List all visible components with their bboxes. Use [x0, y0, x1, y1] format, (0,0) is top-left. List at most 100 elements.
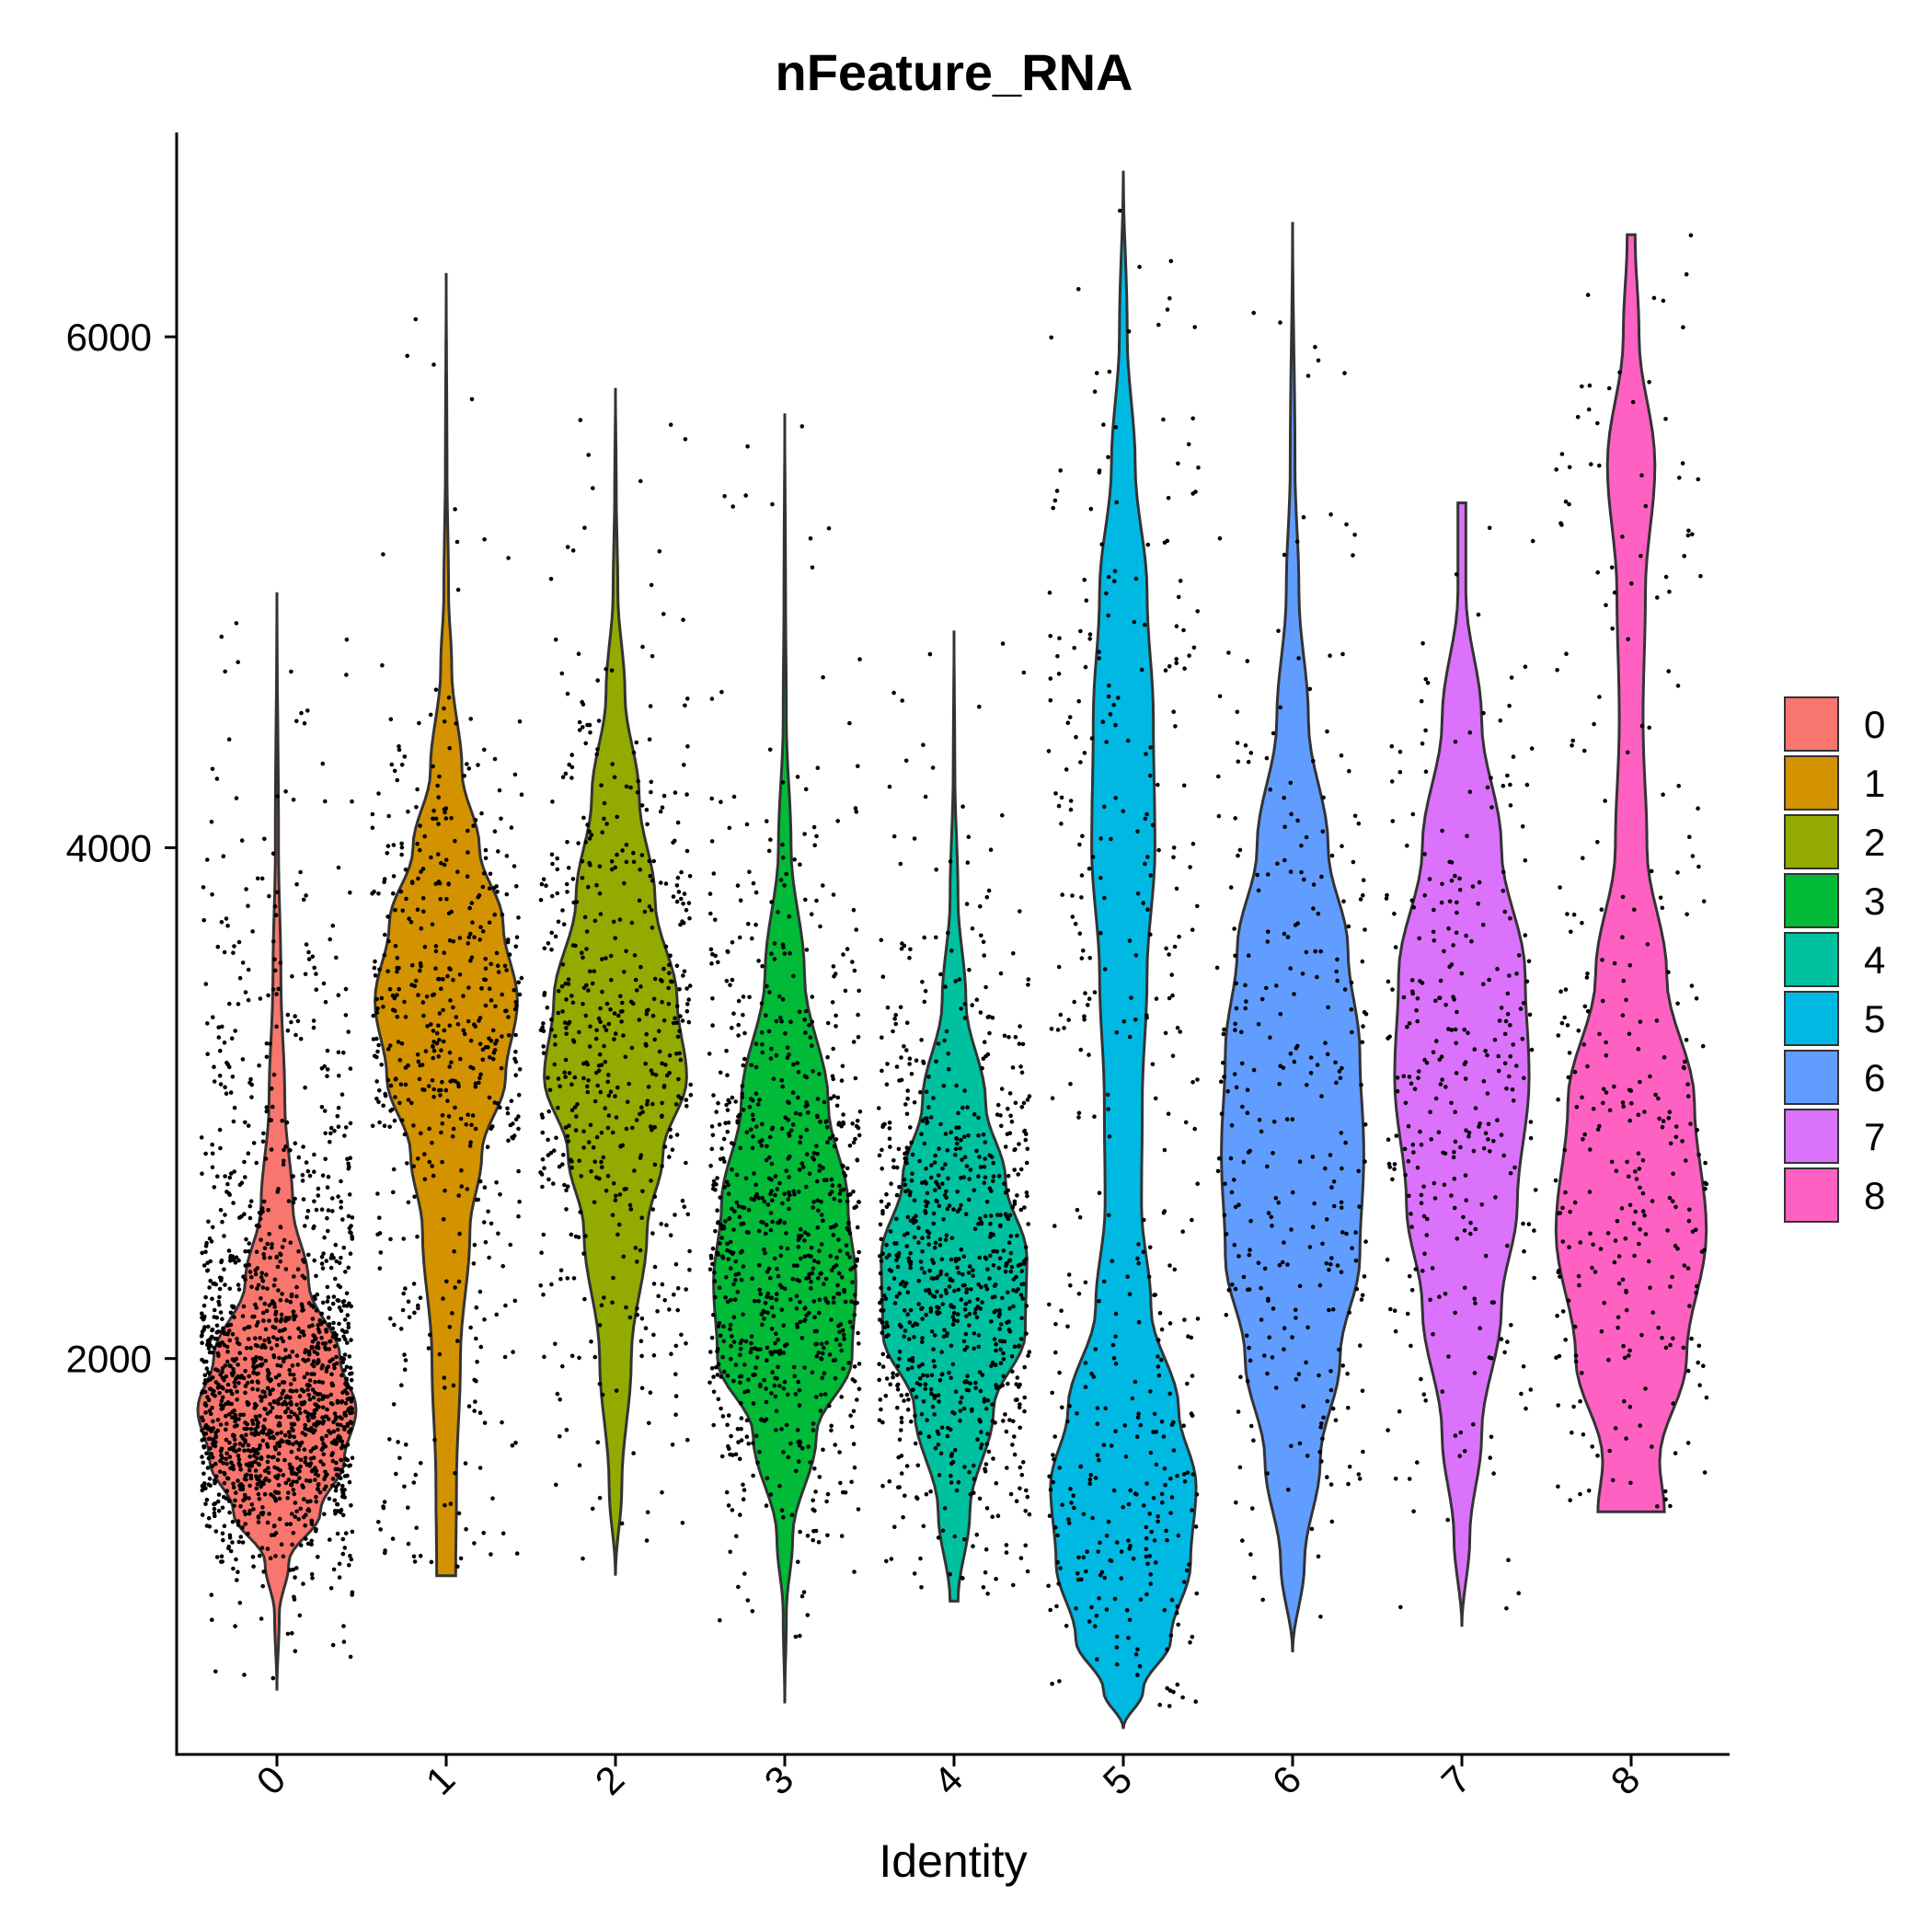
- data-point: [265, 1547, 270, 1551]
- data-point: [221, 1537, 225, 1543]
- data-point: [1066, 1272, 1072, 1277]
- data-point: [206, 1397, 212, 1403]
- data-point: [725, 1374, 730, 1378]
- data-point: [305, 1209, 311, 1213]
- data-point: [949, 1453, 954, 1458]
- data-point: [736, 1114, 741, 1119]
- data-point: [318, 1459, 323, 1464]
- data-point: [346, 1265, 351, 1271]
- data-point: [836, 1271, 842, 1276]
- data-point: [403, 868, 408, 872]
- data-point: [302, 1374, 307, 1380]
- data-point: [786, 1156, 791, 1161]
- data-point: [1099, 542, 1104, 546]
- data-point: [325, 1407, 329, 1412]
- data-point: [246, 903, 250, 908]
- data-point: [203, 1422, 209, 1428]
- data-point: [831, 1358, 836, 1363]
- data-point: [1159, 1357, 1164, 1363]
- data-point: [953, 1153, 958, 1157]
- data-point: [961, 1175, 967, 1179]
- data-point: [745, 1598, 751, 1603]
- data-point: [757, 1263, 762, 1268]
- data-point: [1347, 1310, 1351, 1315]
- data-point: [1142, 622, 1147, 627]
- data-point: [932, 1245, 937, 1250]
- data-point: [677, 1029, 682, 1033]
- data-point: [569, 1232, 574, 1237]
- data-point: [809, 1286, 813, 1291]
- data-point: [730, 1026, 734, 1030]
- data-point: [555, 891, 560, 896]
- data-point: [1111, 1356, 1117, 1361]
- data-point: [311, 1025, 316, 1030]
- data-point: [329, 1453, 335, 1458]
- data-point: [271, 1072, 277, 1077]
- data-point: [206, 1219, 211, 1225]
- data-point: [1193, 1699, 1198, 1704]
- data-point: [674, 883, 680, 888]
- data-point: [1106, 1107, 1110, 1111]
- data-point: [224, 1091, 229, 1096]
- data-point: [959, 1297, 964, 1302]
- data-point: [411, 1164, 417, 1168]
- data-point: [711, 1389, 717, 1395]
- data-point: [845, 1199, 850, 1203]
- data-point: [915, 1463, 921, 1468]
- data-point: [897, 1291, 903, 1296]
- data-point: [296, 1155, 302, 1160]
- data-point: [798, 1300, 802, 1305]
- data-point: [455, 1564, 460, 1570]
- data-point: [238, 1487, 243, 1491]
- data-point: [566, 977, 571, 982]
- data-point: [766, 848, 772, 854]
- data-point: [254, 1305, 259, 1310]
- data-point: [1068, 1082, 1073, 1087]
- data-point: [978, 1388, 983, 1394]
- data-point: [450, 1311, 454, 1316]
- data-point: [855, 1225, 860, 1230]
- data-point: [1138, 1422, 1144, 1428]
- data-point: [412, 1194, 417, 1200]
- data-point: [225, 1181, 230, 1187]
- data-point: [222, 1375, 226, 1381]
- data-point: [343, 1013, 349, 1018]
- data-point: [201, 1303, 207, 1308]
- data-point: [828, 1096, 834, 1101]
- data-point: [774, 1428, 778, 1432]
- data-point: [1097, 468, 1102, 473]
- data-point: [729, 1343, 733, 1349]
- data-point: [997, 1256, 1003, 1261]
- data-point: [722, 494, 727, 499]
- data-point: [1361, 878, 1366, 882]
- data-point: [325, 1048, 330, 1053]
- data-point: [296, 1447, 302, 1452]
- data-point: [1084, 1569, 1088, 1574]
- data-point: [835, 1282, 840, 1288]
- data-point: [779, 1078, 784, 1083]
- data-point: [722, 1159, 727, 1164]
- data-point: [1144, 1013, 1149, 1018]
- data-point: [834, 1024, 838, 1029]
- data-point: [812, 1315, 817, 1320]
- data-point: [796, 1559, 800, 1564]
- data-point: [1193, 1524, 1199, 1529]
- data-point: [328, 1125, 334, 1131]
- data-point: [447, 1050, 453, 1055]
- data-point: [468, 1038, 474, 1043]
- data-point: [405, 353, 410, 359]
- data-point: [1097, 1190, 1102, 1195]
- data-point: [437, 880, 443, 886]
- data-point: [212, 1501, 216, 1507]
- data-point: [928, 1387, 934, 1392]
- data-point: [891, 1165, 896, 1169]
- data-point: [1340, 1166, 1344, 1171]
- data-point: [794, 1468, 799, 1474]
- data-point: [430, 993, 435, 998]
- data-point: [489, 1552, 493, 1557]
- data-point: [905, 1231, 910, 1236]
- data-point: [954, 1488, 960, 1493]
- data-point: [1021, 1100, 1027, 1106]
- data-point: [963, 1212, 969, 1216]
- data-point: [768, 1227, 774, 1233]
